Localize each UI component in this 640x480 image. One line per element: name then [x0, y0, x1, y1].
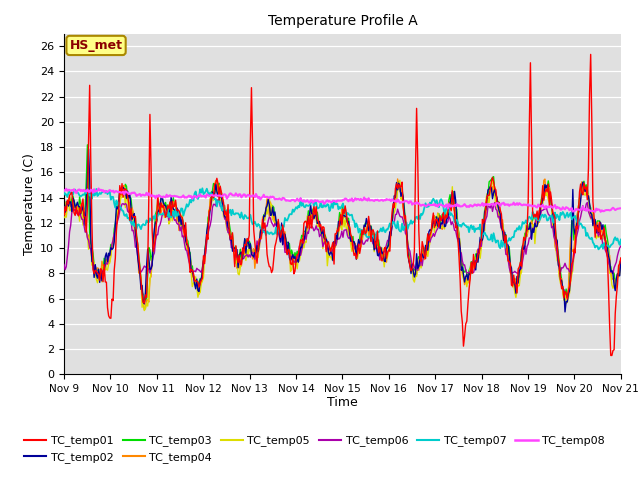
TC_temp07: [60, 189, 68, 194]
TC_temp07: [393, 226, 401, 231]
TC_temp06: [60, 262, 68, 267]
TC_temp07: [362, 233, 370, 239]
Line: TC_temp07: TC_temp07: [64, 188, 621, 249]
Line: TC_temp04: TC_temp04: [64, 179, 621, 310]
TC_temp01: [605, 287, 612, 292]
TC_temp02: [561, 309, 569, 315]
TC_temp06: [326, 245, 333, 251]
TC_temp04: [617, 262, 625, 268]
TC_temp06: [393, 212, 401, 217]
TC_temp07: [595, 246, 602, 252]
TC_temp06: [362, 237, 370, 243]
TC_temp01: [607, 353, 614, 359]
TC_temp04: [519, 250, 527, 255]
TC_temp01: [328, 244, 335, 250]
TC_temp03: [519, 243, 527, 249]
TC_temp05: [60, 215, 68, 221]
TC_temp01: [60, 213, 68, 218]
TC_temp02: [329, 258, 337, 264]
TC_temp08: [597, 209, 605, 215]
TC_temp05: [362, 229, 370, 235]
TC_temp06: [215, 196, 223, 202]
TC_temp04: [362, 226, 370, 231]
TC_temp03: [327, 247, 335, 253]
TC_temp04: [329, 249, 337, 254]
TC_temp01: [516, 259, 524, 265]
TC_temp08: [60, 188, 68, 194]
Text: HS_met: HS_met: [70, 39, 123, 52]
TC_temp03: [617, 260, 625, 266]
TC_temp04: [606, 252, 614, 258]
TC_temp03: [606, 262, 614, 268]
TC_temp02: [84, 146, 92, 152]
TC_temp04: [394, 176, 401, 182]
TC_temp02: [362, 216, 370, 221]
TC_temp07: [606, 244, 614, 250]
TC_temp02: [60, 204, 68, 209]
TC_temp07: [329, 205, 337, 211]
TC_temp08: [393, 199, 401, 205]
Line: TC_temp06: TC_temp06: [64, 199, 621, 274]
TC_temp01: [617, 255, 625, 261]
X-axis label: Time: Time: [327, 396, 358, 408]
TC_temp04: [326, 244, 333, 250]
Line: TC_temp08: TC_temp08: [64, 189, 621, 212]
TC_temp04: [60, 209, 68, 215]
TC_temp07: [617, 237, 625, 242]
Line: TC_temp05: TC_temp05: [64, 180, 621, 311]
TC_temp03: [60, 204, 68, 210]
TC_temp03: [141, 299, 148, 305]
Line: TC_temp03: TC_temp03: [64, 145, 621, 302]
TC_temp03: [364, 221, 371, 227]
TC_temp06: [609, 271, 617, 276]
TC_temp08: [329, 198, 337, 204]
TC_temp02: [393, 180, 401, 186]
TC_temp03: [84, 142, 92, 148]
Line: TC_temp02: TC_temp02: [64, 149, 621, 312]
TC_temp06: [329, 246, 337, 252]
TC_temp08: [95, 186, 102, 192]
TC_temp04: [141, 307, 148, 313]
TC_temp02: [617, 259, 625, 264]
Title: Temperature Profile A: Temperature Profile A: [268, 14, 417, 28]
TC_temp05: [396, 178, 404, 183]
TC_temp05: [329, 251, 337, 257]
TC_temp08: [606, 207, 614, 213]
TC_temp03: [394, 178, 401, 184]
TC_temp05: [617, 265, 625, 271]
TC_temp02: [606, 258, 614, 264]
TC_temp07: [198, 185, 206, 191]
TC_temp01: [392, 186, 399, 192]
TC_temp05: [519, 253, 527, 259]
TC_temp06: [605, 260, 612, 265]
TC_temp05: [326, 254, 333, 260]
TC_temp04: [393, 198, 401, 204]
TC_temp08: [326, 198, 333, 204]
TC_temp02: [518, 252, 525, 258]
TC_temp05: [393, 196, 401, 202]
TC_temp01: [324, 239, 332, 245]
TC_temp08: [518, 202, 525, 208]
TC_temp05: [141, 308, 148, 313]
TC_temp06: [617, 243, 625, 249]
TC_temp02: [326, 252, 333, 258]
TC_temp03: [330, 239, 338, 245]
Line: TC_temp01: TC_temp01: [64, 54, 621, 356]
TC_temp07: [518, 225, 525, 230]
TC_temp08: [362, 196, 370, 202]
Y-axis label: Temperature (C): Temperature (C): [23, 153, 36, 255]
TC_temp01: [587, 51, 595, 57]
TC_temp07: [326, 208, 333, 214]
TC_temp05: [606, 270, 614, 276]
TC_temp06: [518, 265, 525, 271]
Legend: TC_temp01, TC_temp02, TC_temp03, TC_temp04, TC_temp05, TC_temp06, TC_temp07, TC_: TC_temp01, TC_temp02, TC_temp03, TC_temp…: [20, 431, 609, 468]
TC_temp01: [362, 231, 369, 237]
TC_temp08: [617, 205, 625, 211]
